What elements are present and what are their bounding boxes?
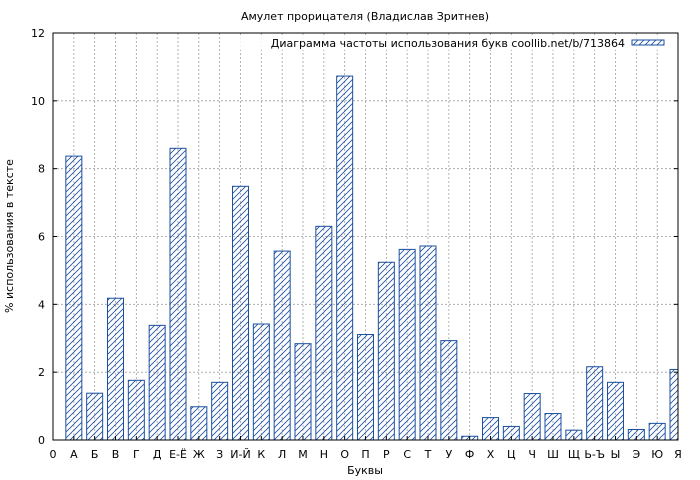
bar-М [294, 343, 312, 441]
x-tick-label: Х [487, 448, 495, 461]
bar-А [65, 155, 83, 441]
legend-box [240, 36, 672, 50]
x-tick-label: Ж [193, 448, 205, 461]
x-axis-ticks: 0 А Б В Г Д Е-Ё Ж З И-Й К Л М Н О П Р С Т У Ф Х Ц Ч Ш Щ Ь-Ъ Ы Э Ю Я [50, 436, 682, 461]
y-axis-ticks: 0 2 4 6 8 10 12 [31, 27, 678, 447]
bar-С [398, 248, 416, 441]
legend: Диаграмма частоты использования букв coo… [240, 36, 672, 50]
x-tick-label: Ч [528, 448, 536, 461]
bar-Н [315, 225, 333, 441]
bar-Р [377, 261, 395, 441]
y-tick-label: 4 [38, 298, 45, 311]
y-tick-label: 2 [38, 366, 45, 379]
bar-З [211, 381, 229, 441]
x-tick-label: В [112, 448, 120, 461]
x-tick-label: У [445, 448, 452, 461]
y-tick-label: 0 [38, 434, 45, 447]
x-tick-label: Б [91, 448, 99, 461]
x-tick-label: Д [153, 448, 162, 461]
x-tick-label: Я [674, 448, 682, 461]
x-tick-label: М [298, 448, 308, 461]
bar-Т [419, 245, 437, 441]
bar-Л [273, 250, 291, 441]
bar-Ь-Ъ [586, 366, 604, 441]
x-axis-label: Буквы [347, 464, 383, 477]
y-axis-label: % использования в тексте [3, 159, 16, 313]
bar-Ы [607, 381, 624, 441]
bar-Г [127, 379, 145, 441]
bars [65, 75, 679, 441]
x-tick-label: И-Й [230, 448, 250, 461]
chart-title: Амулет прорицателя (Владислав Зритнев) [241, 10, 489, 23]
bar-П [357, 334, 374, 441]
y-tick-label: 10 [31, 95, 45, 108]
x-tick-label: З [216, 448, 223, 461]
y-tick-label: 6 [38, 231, 45, 244]
x-tick-label: С [403, 448, 411, 461]
bar-О [336, 75, 354, 441]
bar-У [440, 340, 458, 441]
bar-Б [86, 392, 104, 441]
bar-Я [669, 368, 679, 441]
y-tick-label: 8 [38, 163, 45, 176]
x-tick-label: Ю [651, 448, 663, 461]
x-tick-label: Ф [465, 448, 474, 461]
legend-label: Диаграмма частоты использования букв coo… [271, 37, 625, 50]
bar-Е-Ё [169, 147, 187, 441]
x-tick-label: Ц [507, 448, 516, 461]
x-tick-label: Ш [547, 448, 559, 461]
legend-swatch [631, 39, 665, 46]
bar-В [107, 297, 124, 441]
x-tick-label: Е-Ё [169, 448, 187, 461]
x-tick-label: Г [133, 448, 140, 461]
y-tick-label: 12 [31, 27, 45, 40]
bar-К [252, 323, 270, 441]
bar-Д [148, 324, 166, 441]
bar-И-Й [232, 185, 249, 441]
x-tick-label: К [257, 448, 265, 461]
x-tick-label: О [340, 448, 349, 461]
grid [53, 33, 678, 440]
x-tick-label: Л [278, 448, 286, 461]
bar-Ч [523, 393, 541, 441]
x-tick-label: Ь-Ъ [584, 448, 605, 461]
x-tick-label: Э [632, 448, 640, 461]
x-tick-label: Ы [611, 448, 621, 461]
x-tick-label-origin: 0 [50, 448, 57, 461]
x-tick-label: А [70, 448, 78, 461]
x-tick-label: Т [424, 448, 432, 461]
x-tick-label: П [361, 448, 369, 461]
x-tick-label: Щ [568, 448, 580, 461]
x-tick-label: Р [383, 448, 390, 461]
bar-Ж [190, 406, 208, 441]
x-tick-label: Н [320, 448, 328, 461]
